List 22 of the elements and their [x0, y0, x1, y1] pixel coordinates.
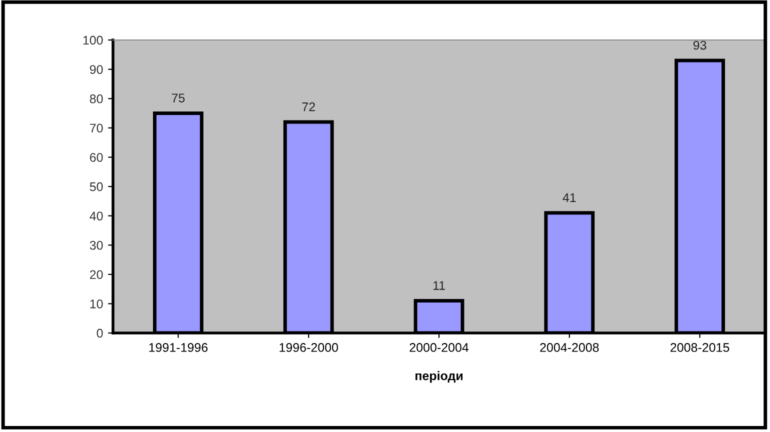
x-tick-label: 2008-2015 [670, 343, 730, 352]
y-tick-label: 10 [90, 300, 103, 308]
data-label: 75 [172, 94, 185, 102]
y-tick-label: 30 [90, 240, 103, 250]
x-tick-label: 1991-1996 [149, 343, 208, 352]
data-label: 11 [433, 281, 445, 290]
y-tick-label: 90 [90, 65, 103, 74]
y-tick-label: 70 [90, 124, 103, 133]
data-label: 41 [562, 193, 576, 202]
y-tick-label: 20 [90, 270, 103, 280]
y-tick-label: 40 [90, 212, 103, 220]
x-axis-title: періоди [416, 371, 462, 383]
x-tick-label: 1996-2000 [280, 343, 338, 352]
data-label: 72 [302, 102, 315, 112]
y-tick-label: 100 [83, 36, 103, 45]
y-tick-label: 80 [90, 94, 103, 104]
y-tick-label: 60 [90, 153, 103, 162]
y-tick-label: 0 [96, 328, 103, 338]
y-tick-label: 50 [90, 182, 103, 192]
x-tick-label: 2004-2008 [540, 343, 599, 352]
data-label: 93 [693, 40, 706, 50]
x-tick-label: 2000-2004 [410, 343, 469, 352]
